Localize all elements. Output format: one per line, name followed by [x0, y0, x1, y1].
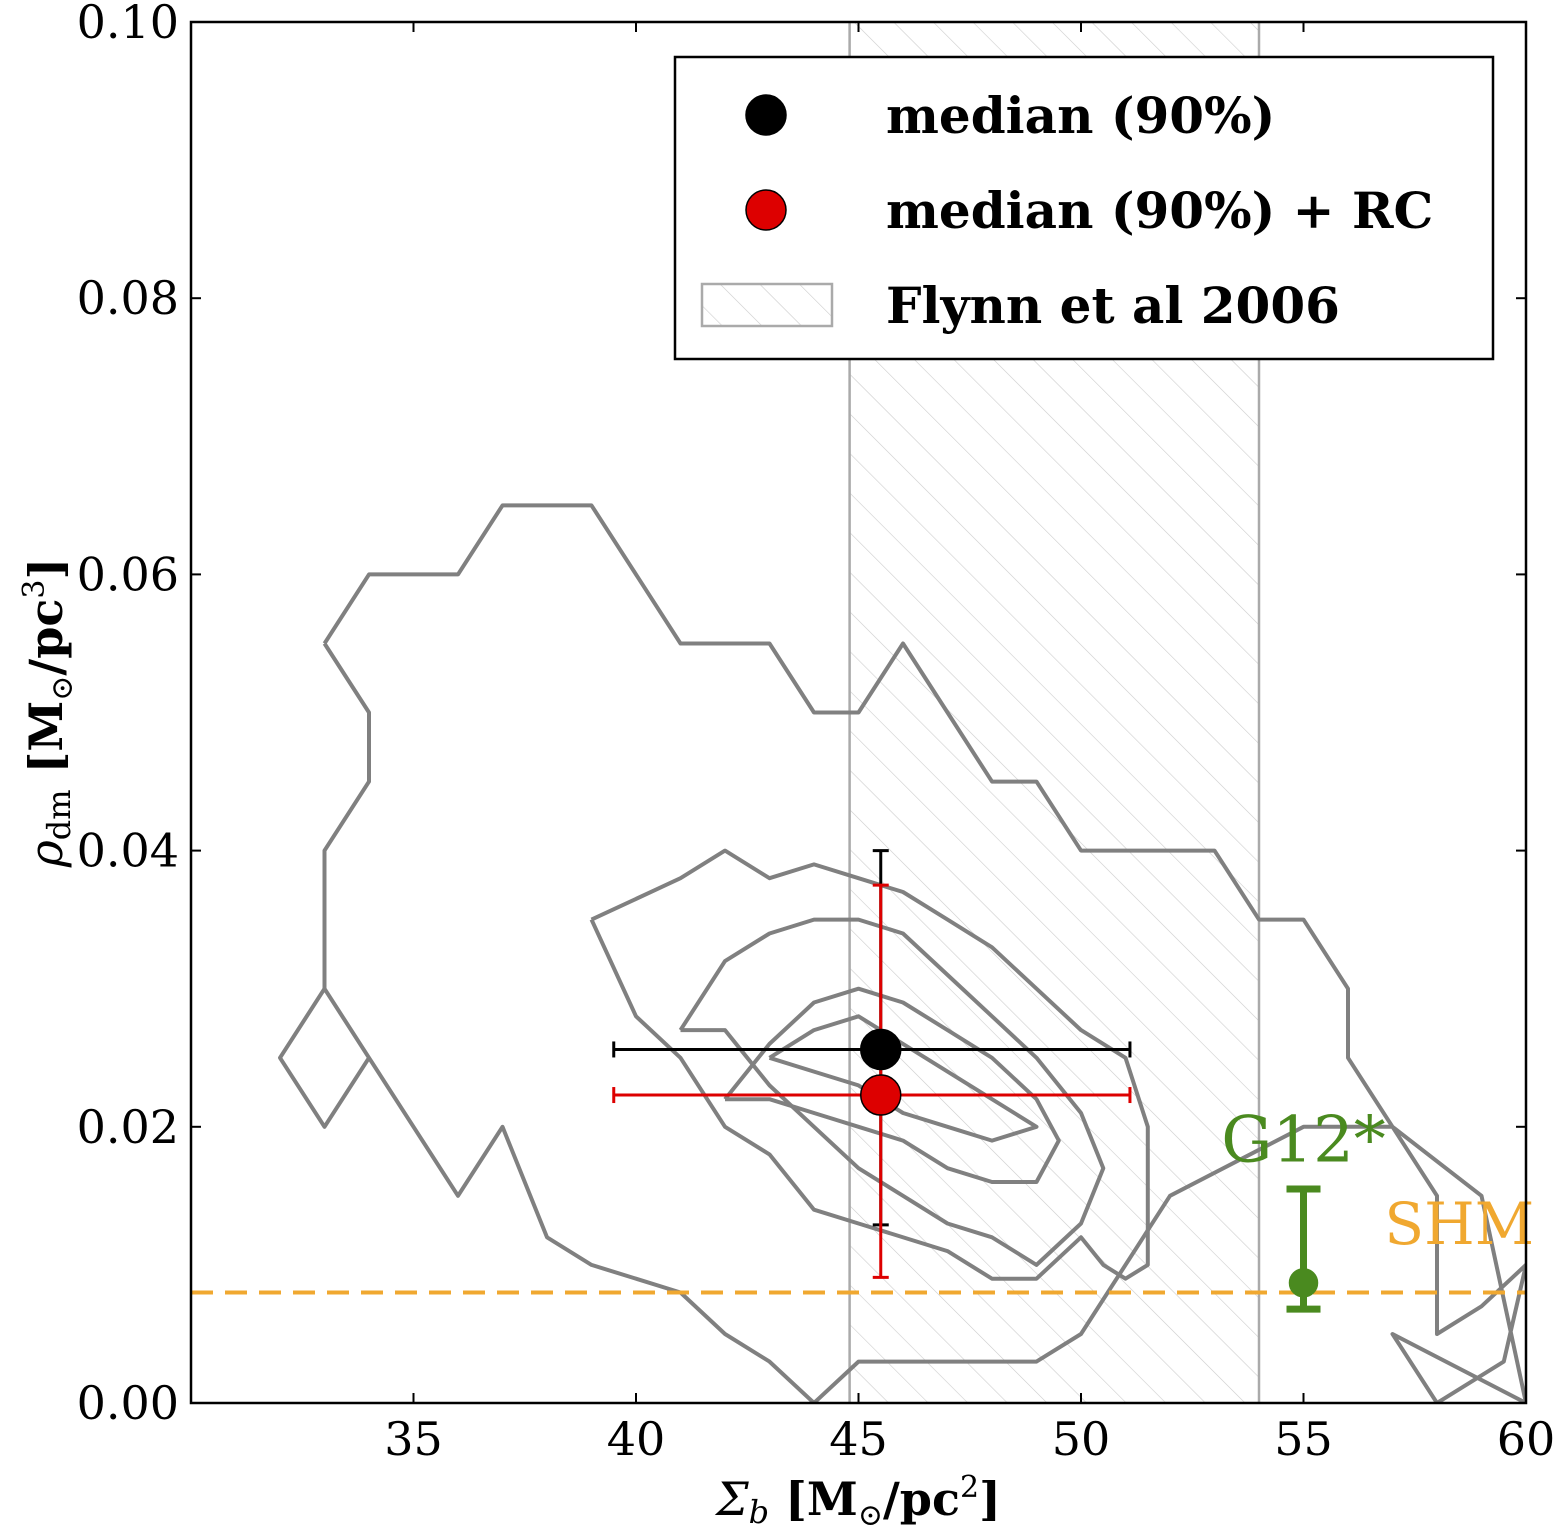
contour-level-3	[678, 917, 1106, 1267]
y-axis-title-symbol: ρ	[19, 840, 73, 868]
y-axis-title-unit2: /pc	[19, 599, 73, 676]
legend-label-1: median (90%) + RC	[886, 181, 1433, 240]
axes-layer: 35 40 45 50 55 60 0.00 0.02 0.04 0.06 0.08 0.10 Σb […	[17, 0, 1555, 1533]
x-axis-title-sun: ⊙	[858, 1498, 883, 1533]
contour-layer	[278, 503, 1526, 1403]
x-tick-label-0: 35	[384, 1412, 443, 1466]
x-tick-label-1: 40	[607, 1412, 666, 1466]
point-layer	[860, 1028, 1319, 1298]
legend-label-0: median (90%)	[886, 86, 1275, 145]
x-tick-label-4: 55	[1274, 1412, 1333, 1466]
x-tick-label-2: 45	[829, 1412, 888, 1466]
y-tick-label-1: 0.02	[77, 1100, 179, 1154]
point-median	[860, 1028, 902, 1071]
x-tick-label-5: 60	[1497, 1412, 1555, 1466]
x-axis-title-close: ]	[979, 1472, 1001, 1526]
y-axis-title-sun: ⊙	[45, 676, 80, 701]
y-tick-label-3: 0.06	[77, 547, 179, 601]
point-median-rc	[860, 1074, 902, 1116]
y-tick-label-4: 0.08	[77, 271, 179, 325]
y-tick-label-0: 0.00	[77, 1376, 179, 1430]
contour-level-5	[768, 1014, 1039, 1143]
x-tick-label-3: 50	[1052, 1412, 1111, 1466]
y-axis-title-sub: dm	[40, 789, 78, 840]
x-axis-title: Σb [M⊙/pc2]	[714, 1470, 1001, 1533]
legend-marker-2	[700, 282, 834, 328]
contour-level-4	[723, 986, 1061, 1184]
legend-marker-0	[745, 94, 787, 136]
contour-level-2	[589, 848, 1150, 1281]
x-axis-title-unit: [M	[769, 1472, 858, 1526]
y-tick-label-5: 0.10	[77, 0, 179, 49]
legend-marker-1	[745, 189, 787, 231]
x-axis-title-sup: 2	[960, 1470, 979, 1505]
x-axis-title-symbol: Σ	[714, 1472, 749, 1526]
legend: median (90%) median (90%) + RC Flynn et al…	[673, 55, 1495, 361]
contour-level-1	[278, 503, 1526, 1403]
y-axis-title-unit: [M	[19, 701, 73, 790]
legend-label-2: Flynn et al 2006	[886, 276, 1340, 335]
g12-annotation: G12*	[1221, 1103, 1386, 1177]
y-axis-title-close: ]	[19, 558, 73, 580]
x-axis-title-unit2: /pc	[883, 1472, 960, 1526]
x-axis-title-sub: b	[749, 1493, 769, 1531]
y-tick-label-2: 0.04	[77, 824, 179, 878]
point-g12	[1288, 1268, 1319, 1298]
shm-annotation: SHM	[1384, 1190, 1534, 1258]
annotation-layer: G12* SHM	[1221, 1103, 1534, 1258]
y-axis-title-sup: 3	[17, 579, 52, 598]
y-axis-title: ρdm [M⊙/pc3]	[17, 558, 80, 869]
